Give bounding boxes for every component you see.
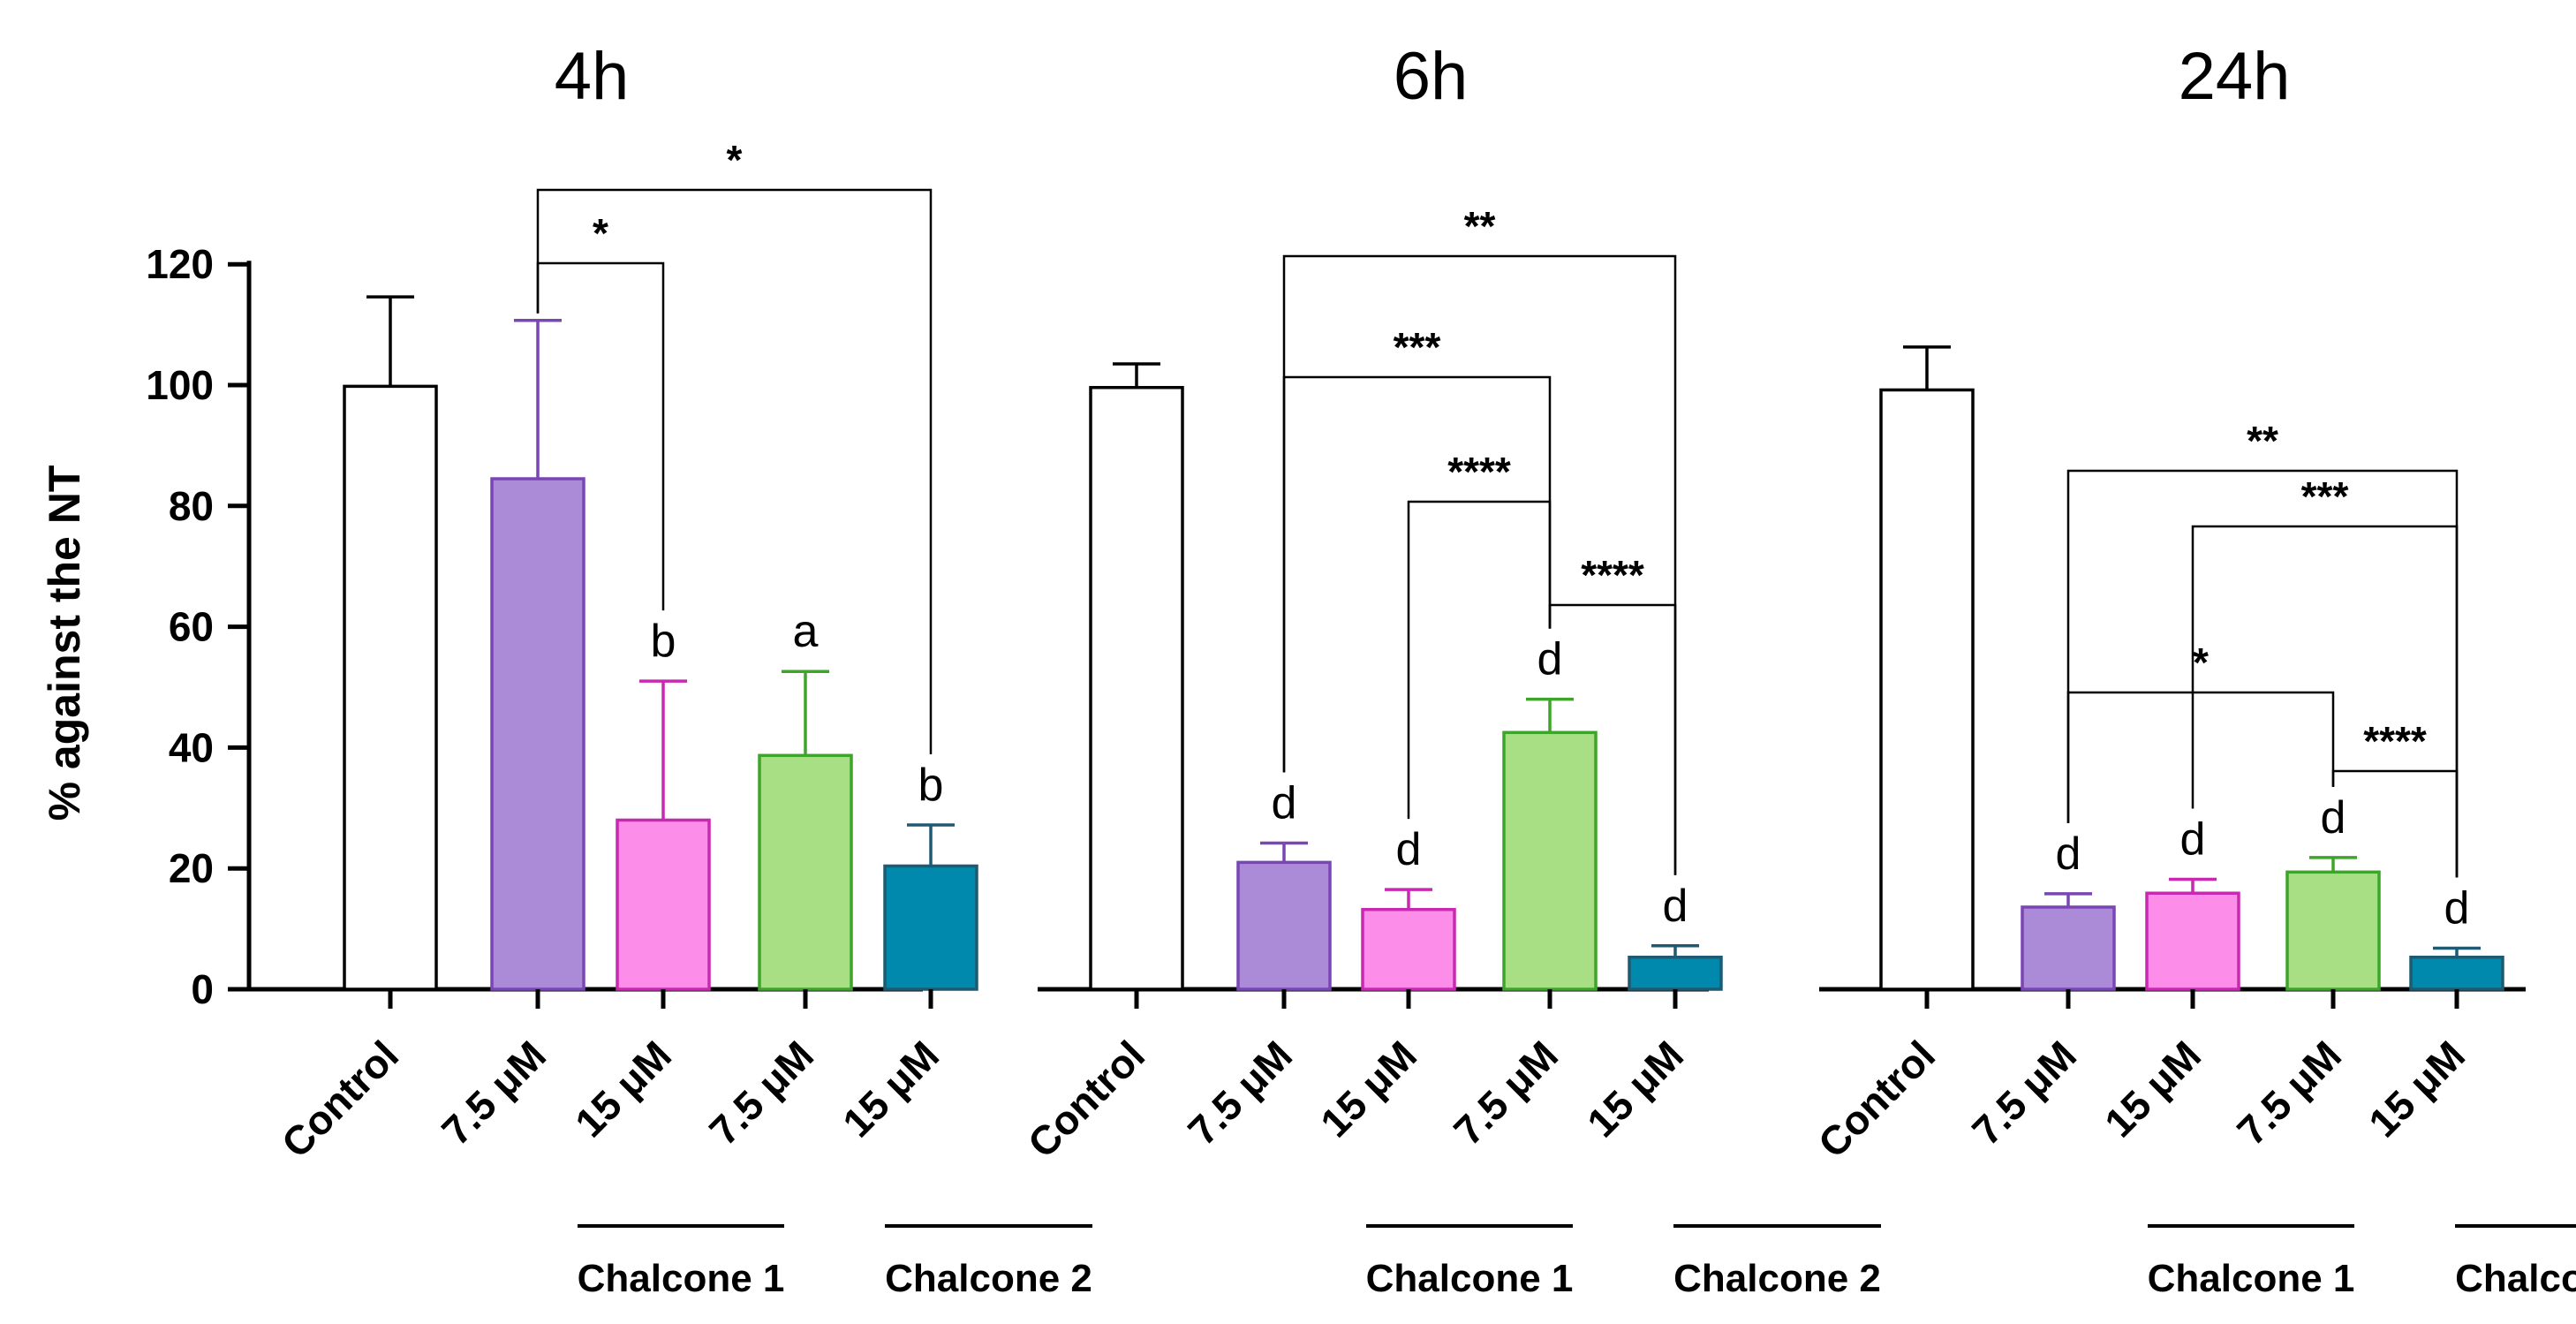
- comparison-bracket: [2191, 525, 2459, 878]
- significance-letter: d: [1537, 634, 1563, 685]
- comparison-bracket: [536, 188, 933, 754]
- x-tick-label: 7.5 μM: [700, 1032, 822, 1154]
- x-tick-label: 7.5 μM: [2228, 1032, 2350, 1154]
- significance-stars: ****: [2363, 718, 2427, 764]
- significance-letter: b: [918, 760, 944, 811]
- y-tick-label: 80: [169, 483, 214, 529]
- bar-Control: [1089, 385, 1184, 991]
- bar-Control: [343, 384, 438, 991]
- x-tick-label: 7.5 μM: [433, 1032, 555, 1154]
- group-label: Chalcone 1: [2148, 1257, 2355, 1300]
- x-tick-label: 15 μM: [2096, 1032, 2210, 1146]
- bar-75M: [1236, 860, 1332, 991]
- significance-letter: d: [2180, 814, 2206, 866]
- y-tick-label: 100: [146, 362, 214, 408]
- comparison-bracket: [2066, 469, 2459, 878]
- comparison-bracket: [1548, 603, 1677, 875]
- comparison-bracket: [1282, 375, 1552, 773]
- bar-15M: [2409, 955, 2504, 991]
- bar-75M: [758, 753, 853, 991]
- significance-stars: *: [2193, 639, 2209, 685]
- significance-stars: ***: [2301, 473, 2349, 519]
- significance-stars: *: [593, 210, 608, 256]
- x-tick-label: Control: [1019, 1032, 1153, 1166]
- comparison-bracket: [2066, 691, 2335, 823]
- x-tick-label: Control: [1809, 1032, 1944, 1166]
- x-tick-label: Control: [273, 1032, 407, 1166]
- y-tick-label: 60: [169, 604, 214, 650]
- bar-15M: [1628, 955, 1723, 991]
- panel-title: 24h: [2179, 39, 2291, 114]
- group-label: Chalcone 2: [885, 1257, 1092, 1300]
- significance-stars: **: [1464, 203, 1496, 249]
- significance-letter: d: [1272, 777, 1297, 828]
- bar-15M: [1361, 907, 1456, 991]
- bar-15M: [2145, 891, 2240, 991]
- significance-letter: d: [1663, 881, 1688, 932]
- y-tick-label: 40: [169, 724, 214, 770]
- panel-title: 6h: [1394, 39, 1469, 114]
- significance-letter: d: [1396, 824, 1422, 875]
- x-tick-label: 15 μM: [566, 1032, 680, 1146]
- bar-75M: [1502, 730, 1598, 991]
- comparison-bracket: [1407, 500, 1552, 820]
- bar-75M: [2285, 870, 2381, 991]
- y-tick-label: 0: [191, 966, 214, 1012]
- bar-Control: [1879, 388, 1975, 991]
- panel-title: 4h: [555, 39, 630, 114]
- x-tick-label: 7.5 μM: [1445, 1032, 1567, 1154]
- x-tick-label: 7.5 μM: [1179, 1032, 1301, 1154]
- group-label: Chalcone 2: [1673, 1257, 1881, 1300]
- significance-letter: b: [651, 616, 676, 667]
- y-tick-label: 120: [146, 241, 214, 287]
- significance-letter: a: [793, 606, 819, 657]
- significance-letter: d: [2321, 792, 2346, 844]
- x-tick-label: 15 μM: [2360, 1032, 2474, 1146]
- significance-stars: ****: [1447, 449, 1511, 495]
- bar-75M: [490, 477, 585, 991]
- significance-stars: ****: [1581, 552, 1644, 598]
- group-label: Chalcone 1: [1366, 1257, 1574, 1300]
- significance-letter: d: [2444, 882, 2470, 934]
- group-label: Chalcone 1: [578, 1257, 785, 1300]
- comparison-bracket: [2331, 769, 2459, 878]
- bar-15M: [616, 818, 711, 991]
- bar-15M: [883, 864, 978, 991]
- group-label: Chalcone 2: [2455, 1257, 2576, 1300]
- significance-stars: **: [2247, 418, 2278, 464]
- x-tick-label: 15 μM: [834, 1032, 948, 1146]
- x-tick-label: 15 μM: [1311, 1032, 1425, 1146]
- bar-75M: [2021, 905, 2116, 991]
- significance-stars: *: [727, 137, 743, 183]
- y-tick-label: 20: [169, 845, 214, 891]
- y-axis: 0 20 40 60 80 100 120: [146, 241, 252, 1012]
- significance-letter: d: [2056, 828, 2081, 880]
- comparison-bracket: [536, 261, 665, 611]
- x-tick-label: 15 μM: [1578, 1032, 1692, 1146]
- significance-stars: ***: [1394, 324, 1441, 370]
- x-tick-label: 7.5 μM: [1963, 1032, 2085, 1154]
- y-axis-label: % against the NT: [40, 465, 89, 821]
